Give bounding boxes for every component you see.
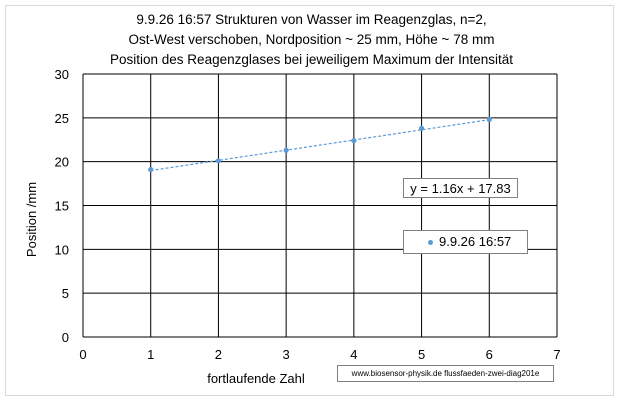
data-point <box>351 138 357 144</box>
chart-title-line-2: Ost-West verschoben, Nordposition ~ 25 m… <box>128 32 495 47</box>
x-tick-label: 5 <box>418 347 425 362</box>
chart-title-line-3: Position des Reagenzglases bei jeweilige… <box>110 52 513 67</box>
x-tick-label: 3 <box>283 347 290 362</box>
data-point <box>215 158 222 164</box>
data-point <box>418 125 425 131</box>
x-tick-label: 7 <box>553 347 560 362</box>
x-tick-label: 0 <box>79 347 86 362</box>
legend: 9.9.26 16:57 <box>403 230 528 254</box>
data-point <box>486 116 492 123</box>
trendline-equation: y = 1.16x + 17.83 <box>403 178 518 198</box>
chart-title-line-1: 9.9.26 16:57 Strukturen von Wasser im Re… <box>136 12 487 27</box>
legend-marker <box>428 240 433 246</box>
data-point <box>148 166 154 173</box>
y-tick-label: 10 <box>55 242 69 257</box>
trendline <box>150 119 490 172</box>
y-tick-label: 15 <box>55 199 69 214</box>
x-tick-label: 1 <box>147 347 154 362</box>
y-tick-label: 20 <box>55 155 69 170</box>
data-point <box>283 147 289 153</box>
legend-label: 9.9.26 16:57 <box>439 234 512 249</box>
y-tick-label: 0 <box>62 330 69 345</box>
x-tick-label: 2 <box>215 347 222 362</box>
y-tick-label: 30 <box>55 67 69 82</box>
y-tick-label: 25 <box>55 111 69 126</box>
y-tick-label: 5 <box>62 286 69 301</box>
x-tick-label: 4 <box>350 347 357 362</box>
source-note: www.biosensor-physik.de flussfaeden-zwei… <box>337 365 554 382</box>
x-tick-label: 6 <box>486 347 493 362</box>
x-axis-label: fortlaufende Zahl <box>207 371 305 386</box>
y-axis-label: Position /mm <box>24 182 39 257</box>
